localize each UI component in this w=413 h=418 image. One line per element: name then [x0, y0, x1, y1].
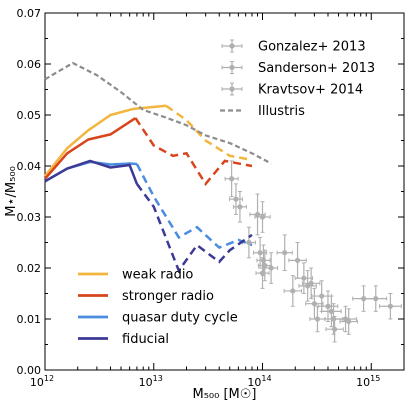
y-tick-label: 0.06 [17, 58, 42, 71]
series-line-dashed [134, 117, 253, 187]
legend-marker [229, 64, 235, 71]
legend-label: fiducial [122, 332, 169, 347]
x-tick-label: 1012 [30, 374, 54, 389]
y-tick-label: 0.00 [17, 364, 42, 377]
data-point [257, 250, 263, 256]
legend-entry: Sanderson+ 2013 [221, 61, 375, 76]
series-line-dashed [135, 163, 253, 250]
observation-point [255, 257, 270, 289]
legend-entry: Gonzalez+ 2013 [221, 39, 366, 55]
series-quasar-duty-cycle [44, 160, 253, 250]
series-line-solid [44, 159, 139, 185]
data-point [229, 176, 235, 182]
legend-entry: weak radio [78, 268, 193, 283]
data-point [262, 262, 268, 269]
x-tick-label: 1014 [247, 374, 271, 389]
data-point [254, 211, 261, 218]
y-tick-label: 0.04 [17, 160, 42, 173]
legend-marker [229, 86, 235, 92]
data-point [328, 308, 335, 314]
data-point [237, 204, 243, 210]
data-point [311, 301, 317, 307]
data-point [314, 316, 321, 322]
legend-label: weak radio [122, 268, 193, 283]
series-stronger-radio [44, 117, 253, 187]
observation-point [334, 305, 357, 333]
data-point [268, 265, 274, 271]
series-fiducial [44, 159, 253, 274]
series-line-dashed [165, 104, 253, 162]
series-line-solid [44, 117, 137, 180]
legend-entry: fiducial [78, 332, 169, 347]
series-illustris [44, 61, 272, 165]
observation-point [294, 262, 314, 294]
legend-entry: quasar duty cycle [78, 311, 238, 326]
legend-label: Gonzalez+ 2013 [258, 40, 366, 55]
data-point [233, 196, 239, 202]
y-tick-label: 0.03 [17, 211, 42, 224]
legend-label: Illustris [258, 104, 305, 119]
data-point [259, 270, 266, 276]
data-point [325, 303, 331, 309]
data-point [308, 280, 314, 286]
observation-point [232, 191, 247, 223]
x-tick-label: 1015 [356, 374, 380, 389]
legend-marker [229, 43, 235, 49]
y-tick-label: 0.05 [17, 109, 42, 122]
x-tick-label: 1013 [139, 374, 163, 389]
x-axis-label: M₅₀₀ [M☉] [193, 387, 257, 402]
data-point [331, 326, 338, 332]
legend-entry: Illustris [220, 104, 305, 119]
data-point [294, 257, 301, 263]
observation-point [254, 201, 271, 233]
observation-point [253, 236, 268, 269]
y-tick-label: 0.01 [17, 313, 42, 326]
observation-point [301, 267, 321, 300]
legend-entry: Kravtsov+ 2014 [221, 82, 363, 98]
legend-label: Sanderson+ 2013 [258, 61, 375, 76]
observation-point [364, 285, 388, 312]
observation-point [224, 160, 239, 198]
legend-label: stronger radio [122, 289, 214, 304]
observation-point [283, 275, 303, 307]
data-point [282, 250, 288, 256]
legend-entry: stronger radio [78, 289, 214, 304]
observation-point [317, 290, 339, 323]
series-line-solid [44, 104, 167, 177]
legend-label: Kravtsov+ 2014 [258, 83, 363, 98]
observation-point [257, 249, 272, 282]
data-point [259, 214, 266, 220]
legend-label: quasar duty cycle [122, 311, 238, 326]
data-point [290, 288, 296, 294]
observation-point [305, 287, 324, 320]
y-tick-label: 0.02 [17, 262, 42, 275]
y-tick-label: 0.07 [17, 7, 42, 20]
series-line [44, 61, 272, 165]
data-point [246, 239, 252, 246]
data-point [373, 296, 379, 302]
data-point [319, 293, 325, 299]
data-point [387, 303, 394, 309]
observation-point [379, 293, 402, 320]
series-line-dashed [135, 183, 253, 274]
observation-point [276, 234, 293, 272]
y-axis-label: M⋆/M₅₀₀ [4, 166, 19, 217]
observation-point [309, 305, 326, 333]
observation-point [339, 308, 358, 335]
series-weak-radio [44, 104, 253, 177]
data-point [346, 318, 352, 325]
observation-point [321, 295, 342, 328]
data-point [301, 275, 307, 281]
observation-point [249, 193, 266, 236]
observation-point [264, 252, 279, 284]
